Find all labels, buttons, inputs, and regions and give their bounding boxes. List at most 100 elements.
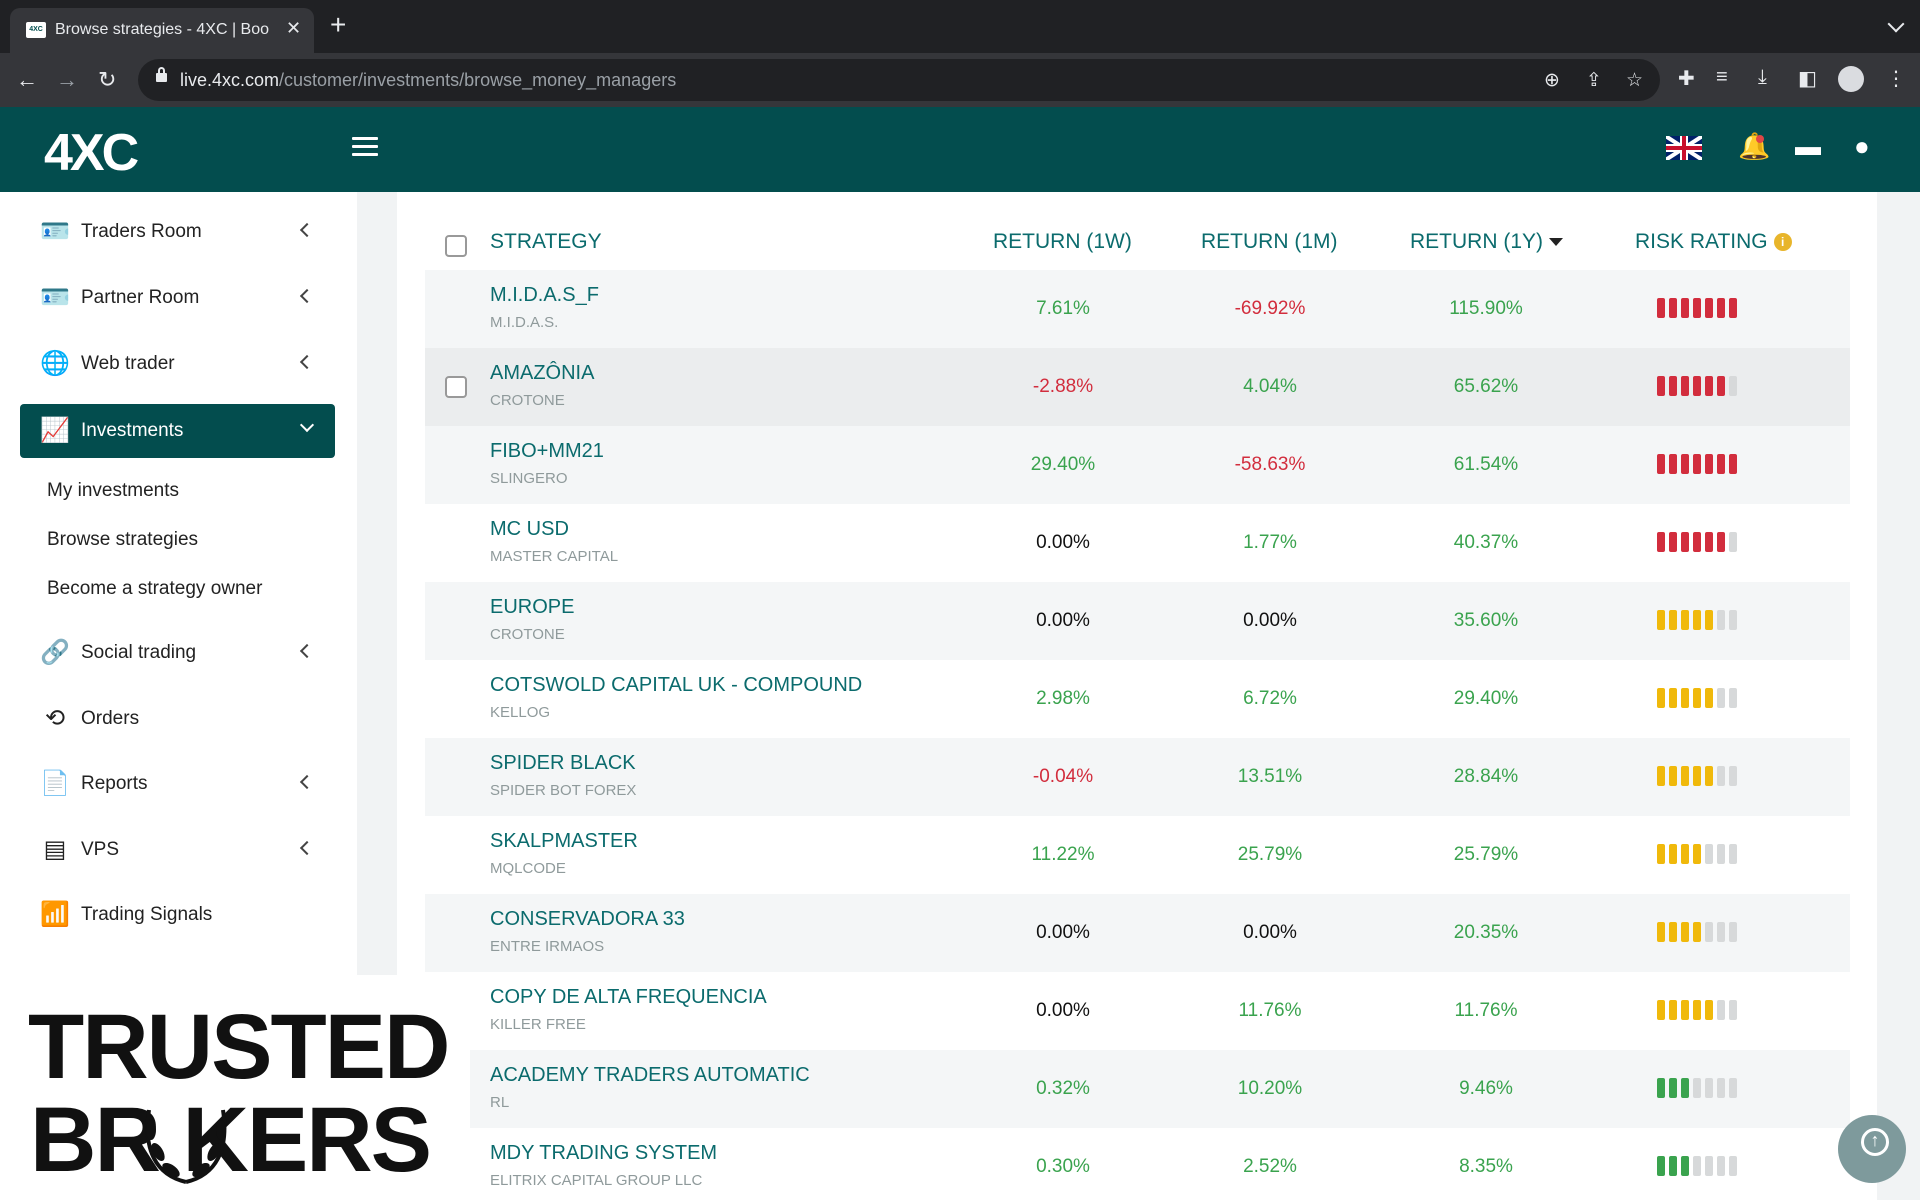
chevron-left-icon bbox=[299, 840, 315, 856]
reload-icon[interactable]: ↻ bbox=[98, 67, 117, 92]
risk-bar-filled bbox=[1681, 688, 1689, 708]
share-icon[interactable]: ⇪ bbox=[1586, 70, 1602, 91]
column-header-return-1m[interactable]: RETURN (1M) bbox=[1201, 230, 1338, 253]
risk-bar-filled bbox=[1693, 766, 1701, 786]
table-row[interactable]: M.I.D.A.S_F M.I.D.A.S. 7.61% -69.92% 115.90% bbox=[425, 270, 1850, 348]
download-icon[interactable]: ⤓ bbox=[1758, 66, 1767, 88]
sidebar-item-trading-signals[interactable]: 📶 Trading Signals bbox=[20, 888, 335, 942]
table-row[interactable]: EUROPE CROTONE 0.00% 0.00% 35.60% bbox=[425, 582, 1850, 660]
sort-desc-caret-icon bbox=[1549, 238, 1564, 247]
tab-close-icon[interactable]: ✕ bbox=[286, 18, 302, 38]
sidebar-item-label: Orders bbox=[81, 708, 140, 729]
hamburger-menu-icon[interactable] bbox=[352, 137, 378, 157]
risk-bar-empty bbox=[1717, 766, 1725, 786]
logo[interactable]: 4XC bbox=[44, 124, 139, 182]
bookmark-star-icon[interactable]: ☆ bbox=[1626, 70, 1644, 91]
strategy-name-link[interactable]: SPIDER BLACK bbox=[490, 752, 636, 774]
strategy-name-link[interactable]: EUROPE bbox=[490, 596, 575, 618]
strategy-owner: CROTONE bbox=[490, 392, 565, 409]
new-tab-icon[interactable]: + bbox=[330, 9, 347, 40]
watermark-line-2: BR KERS bbox=[30, 1089, 432, 1191]
sidebar-item-label: Traders Room bbox=[81, 221, 202, 242]
submenu-browse-strategies[interactable]: Browse strategies bbox=[47, 529, 199, 550]
table-row[interactable]: MC USD MASTER CAPITAL 0.00% 1.77% 40.37% bbox=[425, 504, 1850, 582]
browser-tab[interactable]: 4XC Browse strategies - 4XC | Boo ✕ bbox=[10, 8, 314, 53]
row-checkbox[interactable] bbox=[445, 376, 467, 398]
table-row[interactable]: COPY DE ALTA FREQUENCIA KILLER FREE 0.00% 1… bbox=[425, 972, 1850, 1050]
strategy-owner: MASTER CAPITAL bbox=[490, 548, 619, 565]
strategy-name-link[interactable]: FIBO+MM21 bbox=[490, 440, 604, 462]
risk-bar-filled bbox=[1705, 376, 1713, 396]
table-row[interactable]: ACADEMY TRADERS AUTOMATIC RL 0.32% 10.20% 9.… bbox=[425, 1050, 1850, 1128]
strategy-name-link[interactable]: COTSWOLD CAPITAL UK - COMPOUND bbox=[490, 674, 863, 696]
profile-avatar[interactable] bbox=[1838, 66, 1864, 92]
risk-bar-empty bbox=[1729, 1078, 1737, 1098]
omnibox[interactable]: live.4xc.com/customer/investments/browse… bbox=[138, 59, 1660, 101]
table-row[interactable]: SPIDER BLACK SPIDER BOT FOREX -0.04% 13.51%… bbox=[425, 738, 1850, 816]
risk-bar-filled bbox=[1693, 610, 1701, 630]
column-header-return-1y[interactable]: RETURN (1Y) bbox=[1410, 230, 1564, 254]
user-account-icon[interactable]: ● bbox=[1854, 131, 1870, 161]
strategy-name-link[interactable]: AMAZÔNIA bbox=[490, 362, 595, 384]
media-queue-icon[interactable]: ≡ bbox=[1716, 66, 1728, 88]
extensions-icon[interactable]: ✚ bbox=[1678, 68, 1695, 90]
chevron-left-icon bbox=[299, 643, 315, 659]
risk-bar-empty bbox=[1705, 922, 1713, 942]
risk-bar-filled bbox=[1717, 454, 1725, 474]
table-row[interactable]: FIBO+MM21 SLINGERO 29.40% -58.63% 61.54% bbox=[425, 426, 1850, 504]
column-header-risk-rating[interactable]: RISK RATING i bbox=[1635, 230, 1792, 254]
zoom-icon[interactable]: ⊕ bbox=[1544, 70, 1560, 91]
column-header-return-1w[interactable]: RETURN (1W) bbox=[993, 230, 1132, 253]
strategy-name-link[interactable]: CONSERVADORA 33 bbox=[490, 908, 685, 930]
sidebar-item-web-trader[interactable]: 🌐 Web trader bbox=[20, 337, 335, 391]
strategy-name-link[interactable]: SKALPMASTER bbox=[490, 830, 638, 852]
sidebar-item-orders[interactable]: ⟲ Orders bbox=[20, 692, 335, 746]
url-text[interactable]: live.4xc.com/customer/investments/browse… bbox=[180, 70, 676, 91]
sidebar-item-vps[interactable]: ▤ VPS bbox=[20, 823, 335, 877]
bell-icon[interactable]: 🔔 bbox=[1738, 131, 1771, 161]
strategy-name-link[interactable]: MC USD bbox=[490, 518, 569, 540]
side-panel-icon[interactable]: ◧ bbox=[1798, 68, 1817, 90]
lock-icon[interactable] bbox=[156, 67, 167, 82]
return-1w: 29.40% bbox=[1030, 454, 1096, 475]
server-icon: ▤ bbox=[43, 836, 67, 863]
file-chart-icon: 📄 bbox=[40, 770, 70, 797]
strategy-name-link[interactable]: COPY DE ALTA FREQUENCIA bbox=[490, 986, 767, 1008]
strategy-name-link[interactable]: ACADEMY TRADERS AUTOMATIC bbox=[490, 1064, 810, 1086]
chevron-left-icon bbox=[299, 774, 315, 790]
submenu-become-strategy-owner[interactable]: Become a strategy owner bbox=[47, 578, 263, 599]
select-all-checkbox[interactable] bbox=[445, 235, 467, 257]
back-icon[interactable]: ← bbox=[16, 67, 38, 92]
tab-search-chevron-icon[interactable] bbox=[1887, 15, 1905, 33]
chat-icon[interactable]: ▬ bbox=[1795, 131, 1821, 161]
uk-flag-icon[interactable] bbox=[1666, 136, 1702, 160]
sidebar-item-social-trading[interactable]: 🔗 Social trading bbox=[20, 626, 335, 680]
address-bar: ← → ↻ live.4xc.com/customer/investments/… bbox=[0, 53, 1920, 107]
risk-bar-filled bbox=[1669, 1078, 1677, 1098]
return-1y: 25.79% bbox=[1453, 844, 1519, 865]
table-row[interactable]: MDY TRADING SYSTEM ELITRIX CAPITAL GROUP … bbox=[425, 1128, 1850, 1200]
table-row[interactable]: AMAZÔNIA CROTONE -2.88% 4.04% 65.62% bbox=[425, 348, 1850, 426]
sidebar-item-reports[interactable]: 📄 Reports bbox=[20, 757, 335, 811]
risk-rating-bars bbox=[1657, 1078, 1741, 1098]
strategy-name-link[interactable]: MDY TRADING SYSTEM bbox=[490, 1142, 718, 1164]
risk-bar-filled bbox=[1729, 298, 1737, 318]
sidebar-item-investments[interactable]: 📈 Investments bbox=[20, 404, 335, 458]
sidebar-item-traders-room[interactable]: 🪪 Traders Room bbox=[20, 205, 335, 259]
strategy-owner: CROTONE bbox=[490, 626, 565, 643]
table-row[interactable]: CONSERVADORA 33 ENTRE IRMAOS 0.00% 0.00% 20.… bbox=[425, 894, 1850, 972]
table-row[interactable]: COTSWOLD CAPITAL UK - COMPOUND KELLOG 2.98… bbox=[425, 660, 1850, 738]
risk-bar-filled bbox=[1657, 1078, 1665, 1098]
submenu-my-investments[interactable]: My investments bbox=[47, 480, 179, 501]
risk-bar-filled bbox=[1693, 1000, 1701, 1020]
strategy-name-link[interactable]: M.I.D.A.S_F bbox=[490, 284, 599, 306]
info-icon[interactable]: i bbox=[1773, 233, 1792, 251]
chrome-menu-icon[interactable]: ⋮ bbox=[1886, 68, 1906, 90]
column-header-strategy[interactable]: STRATEGY bbox=[490, 230, 602, 253]
risk-bar-filled bbox=[1657, 844, 1665, 864]
forward-icon[interactable]: → bbox=[56, 67, 78, 92]
risk-bar-filled bbox=[1717, 532, 1725, 552]
table-row[interactable]: SKALPMASTER MQLCODE 11.22% 25.79% 25.79% bbox=[425, 816, 1850, 894]
sidebar-item-partner-room[interactable]: 🪪 Partner Room bbox=[20, 271, 335, 325]
scroll-to-top-button[interactable] bbox=[1838, 1115, 1906, 1183]
